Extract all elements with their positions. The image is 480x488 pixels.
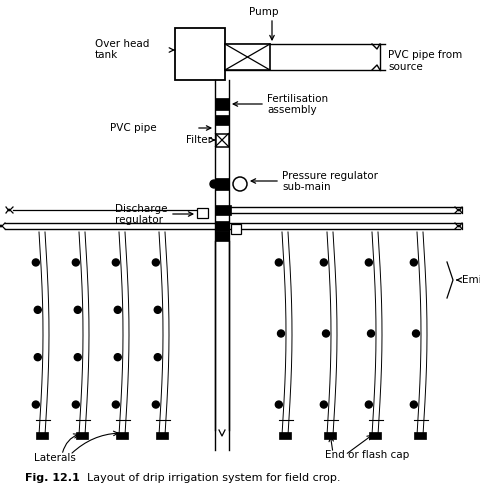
Text: Laterals: Laterals <box>34 453 76 463</box>
Circle shape <box>368 330 374 337</box>
Text: PVC pipe: PVC pipe <box>110 123 156 133</box>
Circle shape <box>276 259 282 266</box>
Circle shape <box>152 259 159 266</box>
Bar <box>156 432 168 439</box>
Bar <box>36 432 48 439</box>
Circle shape <box>410 259 417 266</box>
Bar <box>215 231 229 241</box>
Text: PVC pipe from: PVC pipe from <box>388 50 462 60</box>
Circle shape <box>112 259 120 266</box>
Text: regulator: regulator <box>115 215 163 225</box>
Bar <box>369 432 381 439</box>
Circle shape <box>320 401 327 408</box>
Text: source: source <box>388 62 423 72</box>
Bar <box>324 432 336 439</box>
Text: assembly: assembly <box>267 105 317 115</box>
Bar <box>116 432 128 439</box>
Circle shape <box>276 401 282 408</box>
Circle shape <box>154 354 161 361</box>
Circle shape <box>74 354 81 361</box>
Text: Layout of drip irrigation system for field crop.: Layout of drip irrigation system for fie… <box>73 473 340 483</box>
Text: sub-main: sub-main <box>282 182 331 192</box>
Circle shape <box>72 401 79 408</box>
Circle shape <box>72 259 79 266</box>
Circle shape <box>233 177 247 191</box>
Circle shape <box>32 259 39 266</box>
Text: Over head: Over head <box>95 39 149 49</box>
Bar <box>414 432 426 439</box>
Circle shape <box>152 401 159 408</box>
Bar <box>215 205 231 215</box>
Circle shape <box>320 259 327 266</box>
Circle shape <box>34 306 41 313</box>
Circle shape <box>323 330 329 337</box>
Bar <box>225 44 270 70</box>
Circle shape <box>34 354 41 361</box>
Bar <box>175 28 225 80</box>
Bar <box>215 178 229 190</box>
Bar <box>76 432 88 439</box>
Bar <box>215 221 229 231</box>
Bar <box>215 98 229 110</box>
Circle shape <box>114 354 121 361</box>
Text: tank: tank <box>95 50 118 60</box>
Circle shape <box>32 401 39 408</box>
Circle shape <box>112 401 120 408</box>
Bar <box>279 432 291 439</box>
Text: Filter: Filter <box>186 135 212 145</box>
Bar <box>231 224 241 234</box>
Text: Fig. 12.1: Fig. 12.1 <box>25 473 80 483</box>
Text: Pump: Pump <box>249 7 279 17</box>
Circle shape <box>154 306 161 313</box>
Circle shape <box>277 330 285 337</box>
Text: Emitters: Emitters <box>462 275 480 285</box>
Text: Pressure regulator: Pressure regulator <box>282 171 378 181</box>
Circle shape <box>412 330 420 337</box>
Text: End or flash cap: End or flash cap <box>325 450 409 460</box>
Circle shape <box>210 180 218 188</box>
Circle shape <box>410 401 417 408</box>
Text: Fertilisation: Fertilisation <box>267 94 328 104</box>
Bar <box>197 208 208 218</box>
Circle shape <box>365 401 372 408</box>
Circle shape <box>365 259 372 266</box>
Bar <box>215 115 229 125</box>
Circle shape <box>74 306 81 313</box>
Text: Discharge: Discharge <box>115 204 168 214</box>
Circle shape <box>114 306 121 313</box>
Bar <box>216 134 228 146</box>
